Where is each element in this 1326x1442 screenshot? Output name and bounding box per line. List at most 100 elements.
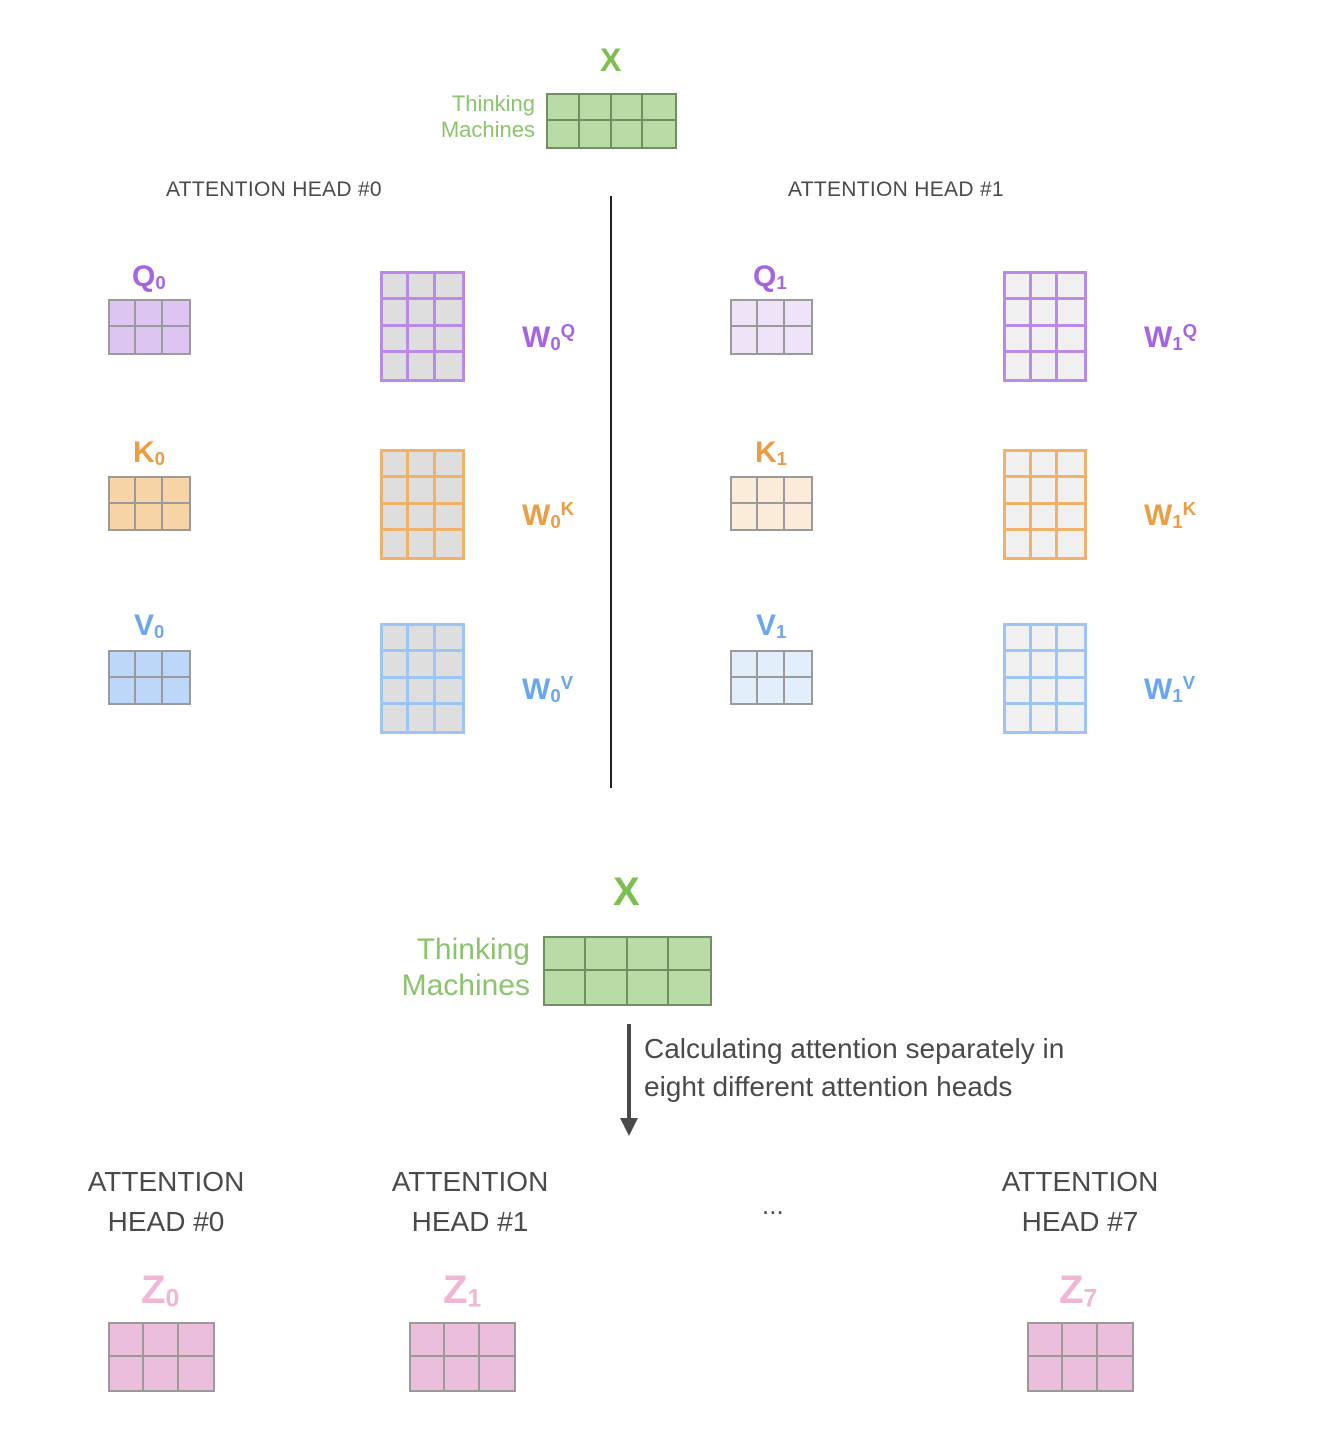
head1-v-base: V bbox=[756, 609, 777, 642]
head1-k-sub: 1 bbox=[776, 447, 788, 469]
z1-sub: 1 bbox=[467, 1285, 482, 1313]
head0-v-matrix-cell bbox=[110, 677, 137, 703]
head1-v-sub: 1 bbox=[776, 620, 787, 642]
top-input-words: Thinking Machines bbox=[400, 91, 535, 143]
head1-v-matrix-cell bbox=[732, 677, 759, 703]
head1-wv-matrix-cell bbox=[1058, 652, 1084, 679]
head0-wv-matrix-cell bbox=[383, 678, 410, 705]
head0-wq-matrix-cell bbox=[435, 326, 462, 353]
z7-matrix-cell bbox=[1029, 1324, 1064, 1357]
head1-wk-matrix-cell bbox=[1058, 478, 1084, 505]
head1-wv-matrix-cell bbox=[1006, 678, 1032, 705]
head1-q-matrix-cell bbox=[732, 301, 759, 327]
head1-v-label: V1 bbox=[756, 611, 786, 641]
head1-wv-sup: V bbox=[1182, 672, 1196, 693]
bottom-x-matrix-cell bbox=[627, 938, 669, 971]
head0-wq-matrix-cell bbox=[435, 274, 462, 301]
bottom-head7-title: ATTENTION HEAD #7 bbox=[970, 1162, 1190, 1242]
head0-q-matrix-cell bbox=[110, 327, 137, 353]
z0-matrix-cell bbox=[110, 1357, 145, 1390]
head0-wv-sup: V bbox=[560, 672, 574, 693]
top-word-thinking: Thinking bbox=[451, 91, 535, 116]
head0-wv-matrix-cell bbox=[435, 652, 462, 679]
head1-q-matrix-cell bbox=[784, 327, 811, 353]
top-x-matrix-cell bbox=[643, 121, 675, 147]
head1-k-base: K bbox=[755, 436, 777, 469]
head0-k-matrix-cell bbox=[162, 503, 189, 529]
head1-wk-matrix-cell bbox=[1032, 530, 1058, 557]
z7-sub: 7 bbox=[1083, 1285, 1098, 1313]
head1-wk-matrix-cell bbox=[1006, 452, 1032, 479]
head1-wq-matrix-cell bbox=[1032, 352, 1058, 379]
head1-wk-matrix-cell bbox=[1006, 478, 1032, 505]
head0-q-matrix-cell bbox=[162, 301, 189, 327]
head1-wv-matrix-cell bbox=[1032, 704, 1058, 731]
head1-wk-matrix-cell bbox=[1006, 504, 1032, 531]
bottom-head0-line2: HEAD #0 bbox=[107, 1206, 225, 1237]
z7-matrix-cell bbox=[1063, 1324, 1098, 1357]
z1-matrix-cell bbox=[479, 1357, 514, 1390]
head1-q-matrix-cell bbox=[784, 301, 811, 327]
head1-wv-matrix-cell bbox=[1006, 652, 1032, 679]
head1-k-matrix-cell bbox=[784, 503, 811, 529]
z0-matrix-cell bbox=[178, 1324, 213, 1357]
head0-wk-matrix-cell bbox=[383, 530, 410, 557]
head0-title: ATTENTION HEAD #0 bbox=[166, 178, 382, 201]
head1-wv-base: W bbox=[1144, 673, 1173, 707]
head0-wk-matrix-cell bbox=[409, 504, 436, 531]
head-divider bbox=[610, 196, 612, 788]
head1-q-sub: 1 bbox=[776, 271, 787, 293]
z7-label: Z7 bbox=[1059, 1270, 1097, 1313]
head0-q-matrix-cell bbox=[110, 301, 137, 327]
head1-q-label: Q1 bbox=[753, 262, 787, 292]
head1-wq-sub: 1 bbox=[1172, 333, 1183, 354]
head1-v-matrix-cell bbox=[758, 652, 785, 678]
z1-matrix-cell bbox=[445, 1357, 480, 1390]
bottom-x-matrix-cell bbox=[668, 938, 710, 971]
bottom-x-label: X bbox=[613, 870, 640, 914]
head0-q-label: Q0 bbox=[132, 262, 166, 292]
bottom-x-matrix-cell bbox=[627, 971, 669, 1004]
head1-k-matrix-cell bbox=[732, 478, 759, 504]
head0-v-matrix-cell bbox=[162, 652, 189, 678]
head1-wv-sub: 1 bbox=[1172, 685, 1183, 706]
head0-wk-matrix-cell bbox=[383, 452, 410, 479]
z1-label: Z1 bbox=[443, 1270, 481, 1313]
head0-wq-sub: 0 bbox=[550, 333, 561, 354]
head0-wq-matrix-cell bbox=[383, 300, 410, 327]
head1-wk-matrix-cell bbox=[1032, 504, 1058, 531]
z0-label: Z0 bbox=[141, 1270, 179, 1313]
head1-v-matrix-cell bbox=[784, 652, 811, 678]
head0-wk-matrix-cell bbox=[435, 504, 462, 531]
head1-k-matrix-cell bbox=[758, 503, 785, 529]
head0-wk-matrix-cell bbox=[383, 478, 410, 505]
bottom-head0-line1: ATTENTION bbox=[87, 1166, 245, 1197]
z0-matrix-cell bbox=[110, 1324, 145, 1357]
bottom-x-matrix-cell bbox=[668, 971, 710, 1004]
head1-wv-matrix bbox=[1003, 623, 1087, 734]
bottom-head7-line2: HEAD #7 bbox=[1021, 1206, 1139, 1237]
head0-wq-sup: Q bbox=[560, 320, 576, 341]
head0-wk-matrix-cell bbox=[383, 504, 410, 531]
head0-q-matrix-cell bbox=[136, 327, 163, 353]
head1-wk-matrix-cell bbox=[1058, 504, 1084, 531]
head1-wv-matrix-cell bbox=[1058, 678, 1084, 705]
arrow-caption-line2: eight different attention heads bbox=[644, 1071, 1013, 1102]
head1-wk-matrix-cell bbox=[1006, 530, 1032, 557]
head1-wq-matrix-cell bbox=[1006, 326, 1032, 353]
head1-wq-base: W bbox=[1144, 321, 1173, 355]
head0-wk-matrix-cell bbox=[435, 478, 462, 505]
head1-wv-matrix-cell bbox=[1032, 652, 1058, 679]
head1-k-matrix-cell bbox=[758, 478, 785, 504]
head0-v-base: V bbox=[134, 609, 155, 642]
z7-matrix-cell bbox=[1029, 1357, 1064, 1390]
head1-k-matrix-cell bbox=[784, 478, 811, 504]
head0-v-matrix bbox=[108, 650, 191, 705]
z0-matrix bbox=[108, 1322, 215, 1392]
head0-k-matrix-cell bbox=[110, 503, 137, 529]
head1-wk-matrix-cell bbox=[1058, 530, 1084, 557]
head1-wq-matrix-cell bbox=[1058, 274, 1084, 301]
head1-k-matrix-cell bbox=[732, 503, 759, 529]
head0-wk-matrix-cell bbox=[409, 452, 436, 479]
head1-q-matrix-cell bbox=[732, 327, 759, 353]
